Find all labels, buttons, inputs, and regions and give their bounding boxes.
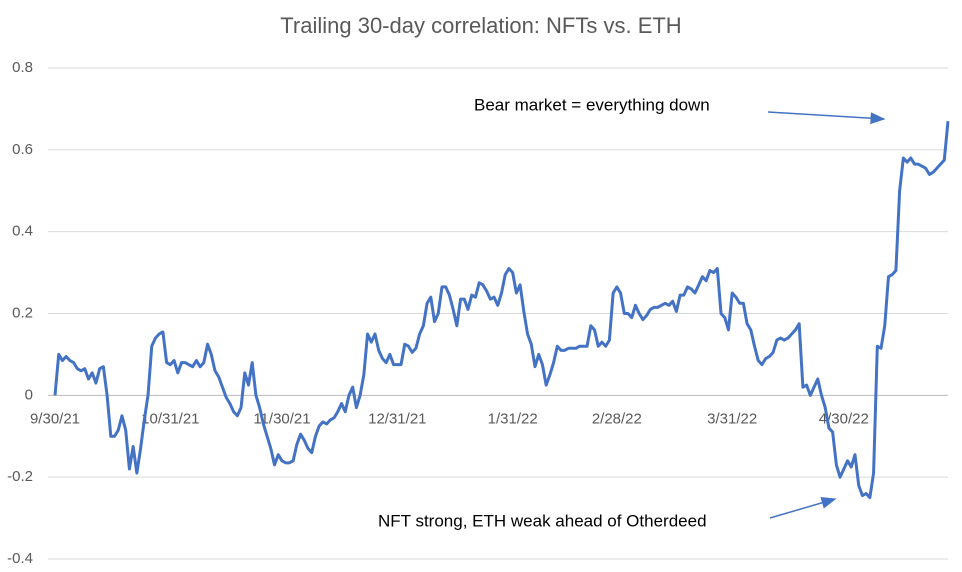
x-tick-label: 9/30/21 <box>30 410 80 427</box>
x-tick-label: 10/31/21 <box>141 410 199 427</box>
y-tick-label: 0.6 <box>12 141 33 158</box>
x-tick-label: 11/30/21 <box>253 410 310 427</box>
x-tick-label: 1/31/22 <box>488 410 538 427</box>
x-tick-label: 3/31/22 <box>707 410 757 427</box>
x-tick-label: 2/28/22 <box>592 410 642 427</box>
y-tick-label: -0.4 <box>7 550 33 567</box>
annotation-arrow <box>769 497 837 519</box>
annotation: Bear market = everything down <box>474 95 710 114</box>
line-series <box>53 121 950 500</box>
annotation-arrow <box>767 111 886 125</box>
y-tick-label: 0.2 <box>12 304 33 321</box>
y-tick-label: 0 <box>25 386 33 403</box>
chart-title: Trailing 30-day correlation: NFTs vs. ET… <box>280 13 681 38</box>
x-tick-label: 12/31/21 <box>368 410 426 427</box>
annotation: NFT strong, ETH weak ahead of Otherdeed <box>378 511 707 530</box>
x-tick-label: 4/30/22 <box>819 410 869 427</box>
y-tick-label: -0.2 <box>7 468 33 485</box>
y-tick-label: 0.4 <box>12 223 33 240</box>
grid <box>48 67 948 560</box>
y-tick-label: 0.8 <box>12 59 33 76</box>
